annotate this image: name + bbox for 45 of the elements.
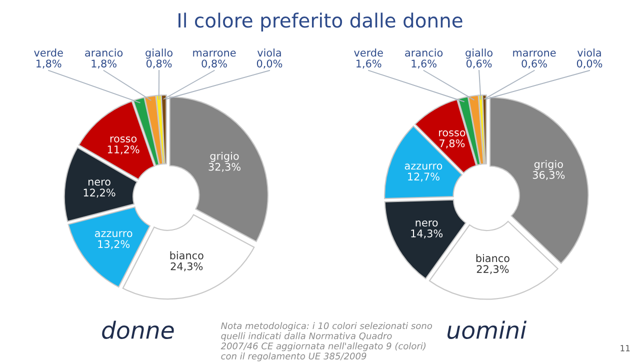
category-label: viola xyxy=(257,48,281,57)
slice-label: azzurro xyxy=(95,231,132,238)
text: donne xyxy=(102,320,174,340)
data-label: 1,6% xyxy=(356,60,382,69)
data-label: 11,2% xyxy=(108,145,140,154)
slice-label: rosso xyxy=(439,130,466,136)
slice-label: bianco xyxy=(476,254,510,262)
text: 0,0% xyxy=(576,60,602,69)
category-label: viola xyxy=(577,48,601,57)
slice-label: nero xyxy=(88,180,110,186)
slice-label: grigio xyxy=(210,152,239,162)
data-label: 36,3% xyxy=(532,171,565,180)
data-label: 12,7% xyxy=(408,172,440,182)
data-label: 1,6% xyxy=(412,60,436,69)
slice-label: marrone xyxy=(513,50,556,57)
data-label: 32,3% xyxy=(208,162,240,172)
text: 11 xyxy=(620,345,630,352)
data-label: 0,6% xyxy=(466,60,492,69)
text: 0,0% xyxy=(256,60,282,69)
slice-label: giallo xyxy=(146,48,172,59)
data-label: 0,6% xyxy=(522,60,547,69)
text: Nota metodologica: i 10 colori selezionati sono quelli indicati dalla Normativa Quadro 2007/46 CE aggiornata nell'allegato 9 (colori) con il regolamento UE 385/2009 xyxy=(220,322,432,362)
data-label: 12,2% xyxy=(84,188,116,198)
slice-label: verde xyxy=(34,48,63,57)
data-label: 22,3% xyxy=(476,265,509,274)
slice-label: verde xyxy=(354,48,383,57)
slice-label: nero xyxy=(416,220,438,226)
slice-label: arancio xyxy=(85,48,123,57)
slice-label: bianco xyxy=(170,251,204,260)
data-label: 24,3% xyxy=(170,262,203,272)
data-label: 13,2% xyxy=(98,240,130,250)
data-label: 7,8% xyxy=(440,139,465,148)
data-label: 14,3% xyxy=(411,229,443,238)
text: Il colore preferito dalle donne xyxy=(178,12,462,32)
data-label: 1,8% xyxy=(36,60,62,69)
data-label: 1,8% xyxy=(92,60,116,69)
slice-label: arancio xyxy=(405,48,443,57)
slice-label: azzurro xyxy=(404,164,442,170)
data-label: 0,8% xyxy=(202,60,227,69)
text: uomini xyxy=(448,320,527,340)
slice-label: grigio xyxy=(534,160,563,170)
slice-label: rosso xyxy=(110,136,137,142)
slice-label: marrone xyxy=(193,50,236,57)
data-label: 0,8% xyxy=(146,60,172,69)
slice-label: giallo xyxy=(466,48,492,59)
